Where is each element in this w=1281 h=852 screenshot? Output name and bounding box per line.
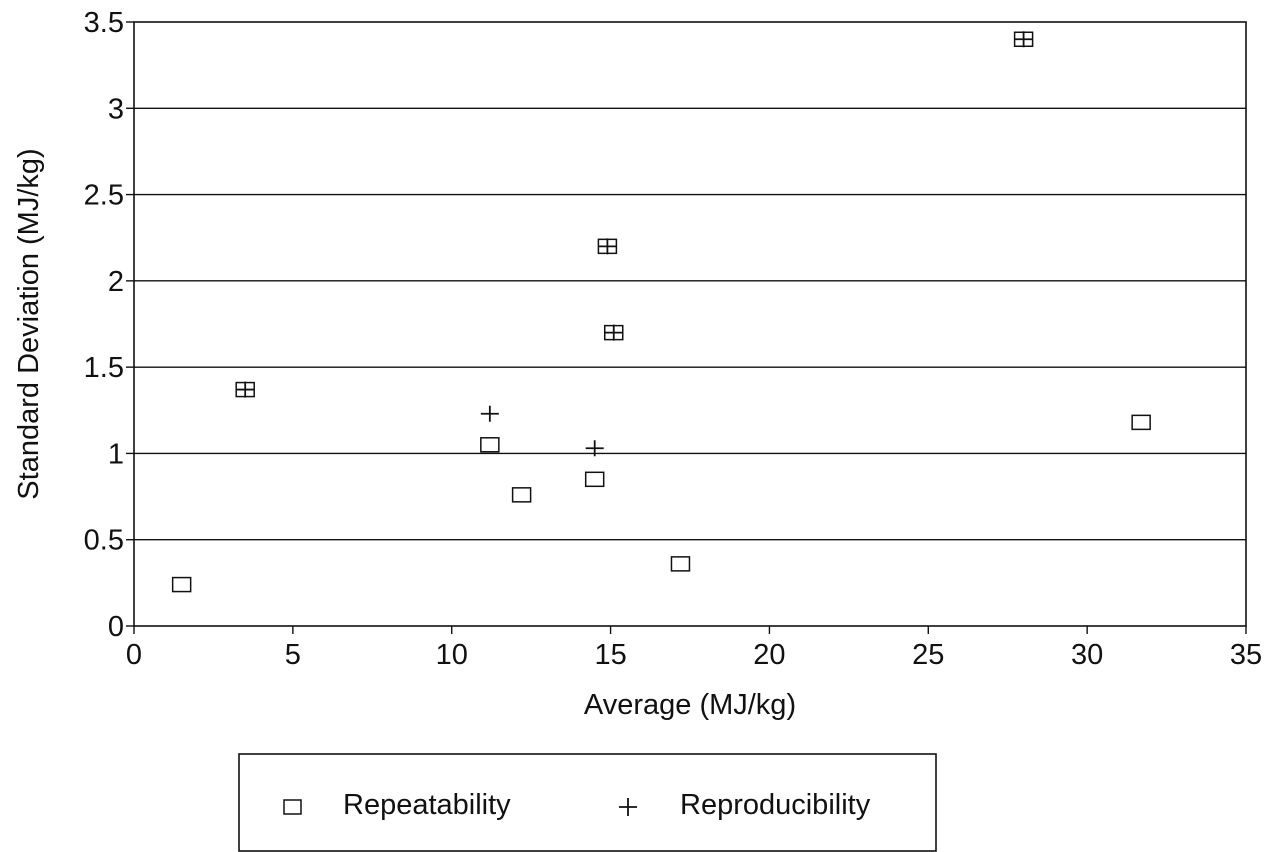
plot-frame [133,21,1247,627]
grid-lines [134,107,1246,541]
x-axis-ticks: 0 5 10 15 20 25 30 35 [126,626,1262,671]
point-reproducibility-0 [236,381,255,398]
point-reproducibility-2 [585,440,604,457]
y-tick-label: 3.5 [84,7,124,39]
point-repeatability-3 [511,487,532,503]
x-tick-label: 30 [1071,639,1103,671]
y-axis-ticks: 0 0.5 1 1.5 2 2.5 3 3.5 [84,7,134,643]
y-tick-label: 0.5 [84,525,124,557]
point-repeatability-9 [1131,414,1151,431]
point-repeatability-2 [480,437,500,453]
x-tick-label: 5 [285,639,301,671]
x-tick-label: 10 [436,639,468,671]
legend-label-reproducibility: Reproducibility [680,789,871,821]
point-reproducibility-3 [598,238,617,255]
y-tick-label: 1 [108,438,124,470]
x-tick-label: 20 [753,639,785,671]
legend-square-icon [283,799,302,815]
x-tick-label: 15 [594,639,626,671]
y-tick-label: 3 [108,93,124,125]
x-tick-label: 25 [912,639,944,671]
point-repeatability-7 [670,556,691,572]
point-repeatability-4 [584,471,605,488]
y-tick-label: 1.5 [84,352,124,384]
x-tick-label: 0 [126,639,142,671]
legend-label-repeatability: Repeatability [343,789,511,821]
point-repeatability-0 [171,576,192,593]
y-tick-label: 2.5 [84,180,124,212]
point-reproducibility-5 [1014,31,1033,48]
y-axis-title: Standard Deviation (MJ/kg) [13,148,45,499]
data-marks [171,31,1151,593]
y-tick-label: 2 [108,266,124,298]
point-reproducibility-4 [604,324,623,341]
y-tick-label: 0 [108,611,124,643]
legend-box [238,753,937,852]
x-tick-label: 35 [1230,639,1262,671]
point-reproducibility-1 [480,405,499,422]
x-axis-title: Average (MJ/kg) [584,689,796,721]
legend-plus-icon [619,798,637,816]
legend: Repeatability Reproducibility [238,753,937,852]
